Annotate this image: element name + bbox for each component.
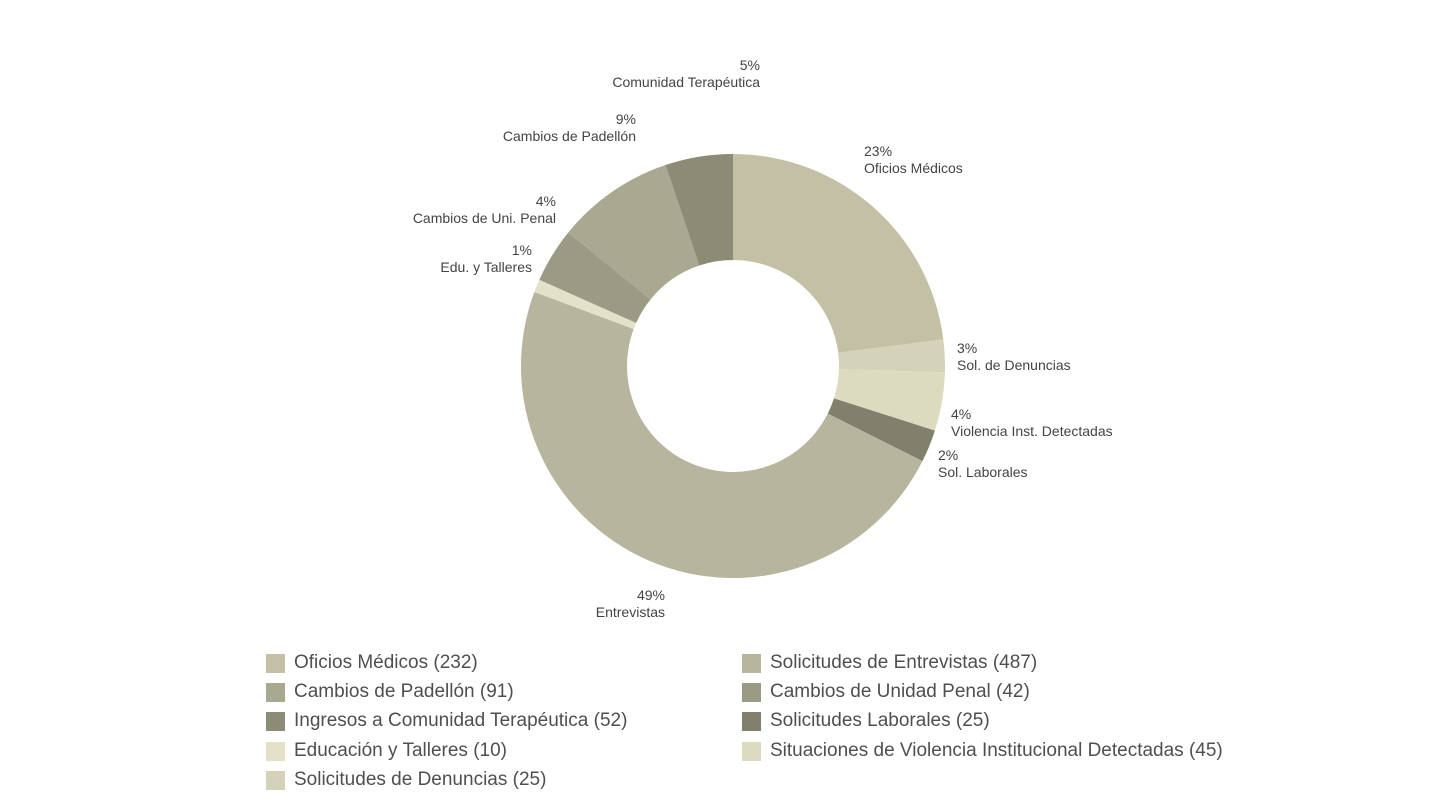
legend-item-educacion: Educación y Talleres (10)	[266, 740, 507, 762]
legend-swatch	[742, 711, 761, 731]
slice-denuncias	[838, 339, 945, 373]
legend-swatch	[266, 653, 285, 673]
slice-unidadpenal	[539, 232, 651, 323]
legend-label: Oficios Médicos (232)	[294, 652, 478, 673]
legend-item-laborales: Solicitudes Laborales (25)	[742, 710, 990, 732]
label-denuncias: 3% Sol. de Denuncias	[957, 340, 1071, 373]
label-laborales: 2% Sol. Laborales	[938, 447, 1028, 480]
legend-item-denuncias: Solicitudes de Denuncias (25)	[266, 769, 546, 791]
legend-item-unidadpenal: Cambios de Unidad Penal (42)	[742, 681, 1030, 703]
label-unidadpenal: 4% Cambios de Uni. Penal	[412, 193, 556, 226]
donut-chart: 5% Comunidad Terapéutica 9% Cambios de P…	[412, 57, 1113, 620]
legend-swatch	[742, 741, 761, 761]
legend-label: Solicitudes de Denuncias (25)	[294, 769, 547, 790]
legend-label: Educación y Talleres (10)	[294, 740, 507, 761]
slice-laborales	[827, 398, 935, 462]
label-educacion: 1% Edu. y Talleres	[440, 242, 532, 275]
legend-swatch	[266, 770, 285, 790]
label-oficios: 23% Oficios Médicos	[864, 143, 963, 176]
legend-swatch	[742, 653, 761, 673]
legend-label: Solicitudes de Entrevistas (487)	[770, 652, 1038, 673]
legend-swatch	[742, 682, 761, 702]
legend-item-violencia: Situaciones de Violencia Institucional D…	[742, 740, 1223, 762]
slice-padellon	[568, 165, 700, 300]
legend-item-oficios: Oficios Médicos (232)	[266, 652, 478, 674]
legend-swatch	[266, 682, 285, 702]
legend-swatch	[266, 741, 285, 761]
label-padellon: 9% Cambios de Padellón	[502, 111, 636, 144]
slice-oficios	[733, 154, 944, 353]
slice-entrevistas	[520, 292, 923, 579]
legend-swatch	[266, 711, 285, 731]
slice-violencia	[833, 369, 945, 431]
label-comunidad: 5% Comunidad Terapéutica	[612, 57, 760, 90]
legend-label: Cambios de Unidad Penal (42)	[770, 681, 1030, 702]
legend-item-comunidad: Ingresos a Comunidad Terapéutica (52)	[266, 710, 627, 732]
legend-label: Situaciones de Violencia Institucional D…	[770, 740, 1223, 761]
donut-svg	[520, 154, 945, 579]
legend: Oficios Médicos (232) Solicitudes de Ent…	[266, 652, 1266, 802]
slice-comunidad	[665, 154, 733, 266]
label-violencia: 4% Violencia Inst. Detectadas	[951, 406, 1113, 439]
legend-label: Cambios de Padellón (91)	[294, 681, 514, 702]
legend-label: Solicitudes Laborales (25)	[770, 710, 990, 731]
label-entrevistas: 49% Entrevistas	[595, 587, 665, 620]
legend-label: Ingresos a Comunidad Terapéutica (52)	[294, 710, 628, 731]
legend-item-padellon: Cambios de Padellón (91)	[266, 681, 514, 703]
slice-educacion	[534, 279, 637, 330]
legend-item-entrevistas: Solicitudes de Entrevistas (487)	[742, 652, 1037, 674]
